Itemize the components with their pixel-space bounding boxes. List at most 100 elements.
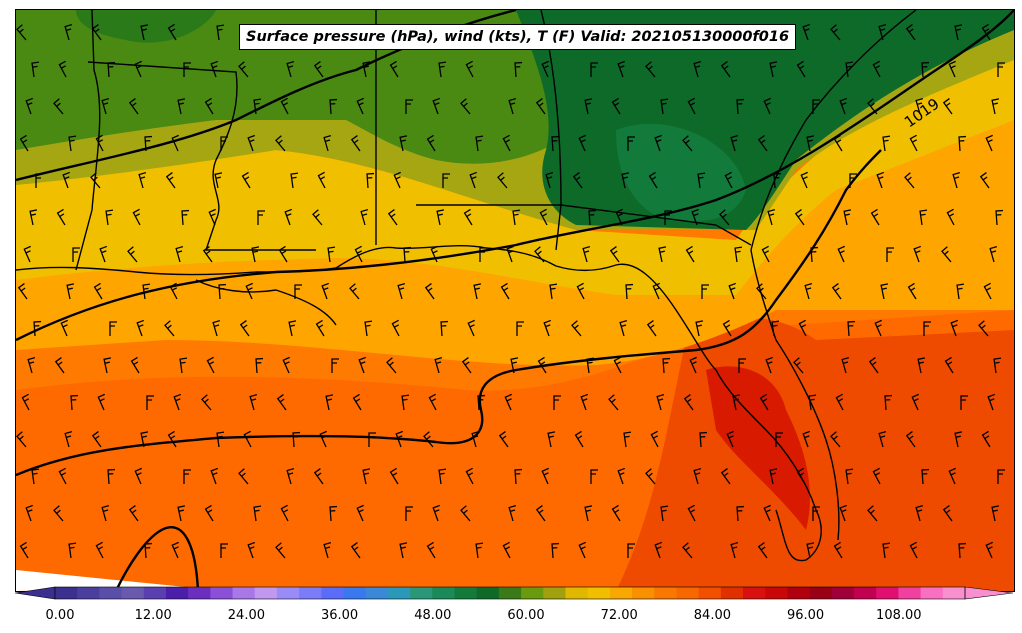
colorbar-segment — [787, 587, 811, 599]
wind-barb — [288, 320, 297, 337]
wind-barb — [502, 134, 511, 152]
wind-barb — [872, 467, 881, 485]
wind-barb — [315, 319, 325, 337]
wind-barb — [216, 431, 225, 448]
colorbar-segment — [876, 587, 899, 599]
wind-barb — [179, 357, 188, 374]
wind-barb — [181, 209, 190, 226]
wind-barb — [275, 542, 286, 559]
wind-barb — [952, 171, 961, 189]
wind-barb — [769, 61, 778, 78]
wind-barb — [167, 430, 177, 448]
colorbar-segment — [698, 587, 722, 599]
wind-barb — [405, 99, 413, 114]
wind-barb — [54, 357, 65, 374]
wind-barb — [280, 504, 289, 522]
wind-barb — [362, 61, 371, 78]
wind-barb — [571, 320, 582, 337]
wind-barb — [286, 60, 295, 78]
wind-barb — [576, 282, 585, 300]
wind-barb — [350, 135, 361, 152]
wind-barb — [25, 97, 34, 115]
wind-barb — [942, 98, 953, 115]
wind-barb — [35, 173, 43, 188]
wind-barb — [432, 97, 441, 115]
wind-barb — [173, 393, 182, 411]
wind-barb — [19, 134, 29, 152]
wind-barb — [660, 98, 669, 115]
wind-barb — [985, 134, 993, 152]
wind-barb — [128, 505, 139, 522]
wind-barb — [537, 356, 547, 374]
colorbar-min-arrow — [14, 586, 56, 600]
wind-barb — [364, 320, 373, 337]
wind-barb — [775, 432, 783, 447]
wind-barb — [130, 356, 140, 374]
wind-barb — [645, 61, 656, 78]
wind-barb — [68, 135, 77, 152]
wind-barb — [502, 541, 511, 559]
colorbar-segment — [299, 587, 322, 599]
wind-barb — [243, 430, 252, 448]
wind-barb — [426, 541, 436, 559]
wind-barb — [239, 320, 250, 337]
wind-barb — [543, 319, 552, 337]
wind-barb — [93, 282, 103, 300]
wind-barb — [103, 357, 112, 374]
colorbar-segment — [854, 587, 877, 599]
wind-barb — [399, 135, 408, 152]
wind-barb — [923, 321, 931, 336]
wind-barb — [210, 467, 219, 485]
wind-barb — [997, 469, 1005, 484]
wind-barb — [551, 542, 560, 559]
wind-barb — [732, 394, 741, 411]
wind-barb — [66, 283, 75, 300]
wind-barb — [909, 134, 918, 152]
wind-barb — [405, 506, 413, 521]
wind-barb — [90, 172, 101, 189]
wind-barb — [773, 172, 782, 189]
colorbar-segment — [55, 587, 78, 599]
wind-barb — [944, 356, 954, 374]
wind-barb — [541, 467, 549, 485]
wind-barb — [319, 430, 327, 448]
colorbar-tick-label: 48.00 — [414, 608, 452, 623]
wind-barb — [401, 394, 410, 411]
wind-barb — [609, 246, 620, 263]
wind-barb — [839, 97, 848, 115]
wind-barb — [724, 171, 733, 189]
wind-barb — [171, 541, 179, 559]
wind-barb — [765, 356, 774, 374]
wind-barb — [547, 431, 556, 448]
wind-barb — [958, 542, 967, 559]
wind-barb — [995, 209, 1004, 226]
wind-barb — [177, 505, 186, 522]
wind-barb — [327, 246, 336, 263]
wind-barb — [726, 430, 734, 448]
wind-barb — [220, 136, 228, 151]
wind-barb — [625, 283, 634, 300]
wind-barb — [397, 282, 406, 300]
wind-barb — [763, 97, 771, 115]
colorbar-segment — [276, 587, 300, 599]
wind-barb — [504, 393, 512, 411]
wind-barb — [756, 283, 767, 300]
wind-barb — [830, 431, 841, 448]
wind-barb — [72, 247, 80, 262]
wind-barb — [646, 320, 657, 337]
wind-barb — [736, 505, 745, 522]
colorbar-tick-label: 0.00 — [45, 608, 75, 623]
wind-barb — [167, 23, 177, 41]
wind-barb — [312, 209, 323, 226]
wind-barb — [362, 468, 371, 485]
wind-barb — [867, 98, 878, 115]
wind-barb — [358, 356, 367, 374]
wind-barb — [664, 210, 672, 225]
wind-barb — [280, 97, 289, 115]
colorbar-segment — [254, 587, 278, 599]
wind-barb — [508, 97, 517, 115]
wind-barb — [251, 246, 260, 263]
colorbar-segment — [476, 587, 500, 599]
wind-barb — [127, 246, 138, 263]
wind-barb — [812, 99, 820, 114]
